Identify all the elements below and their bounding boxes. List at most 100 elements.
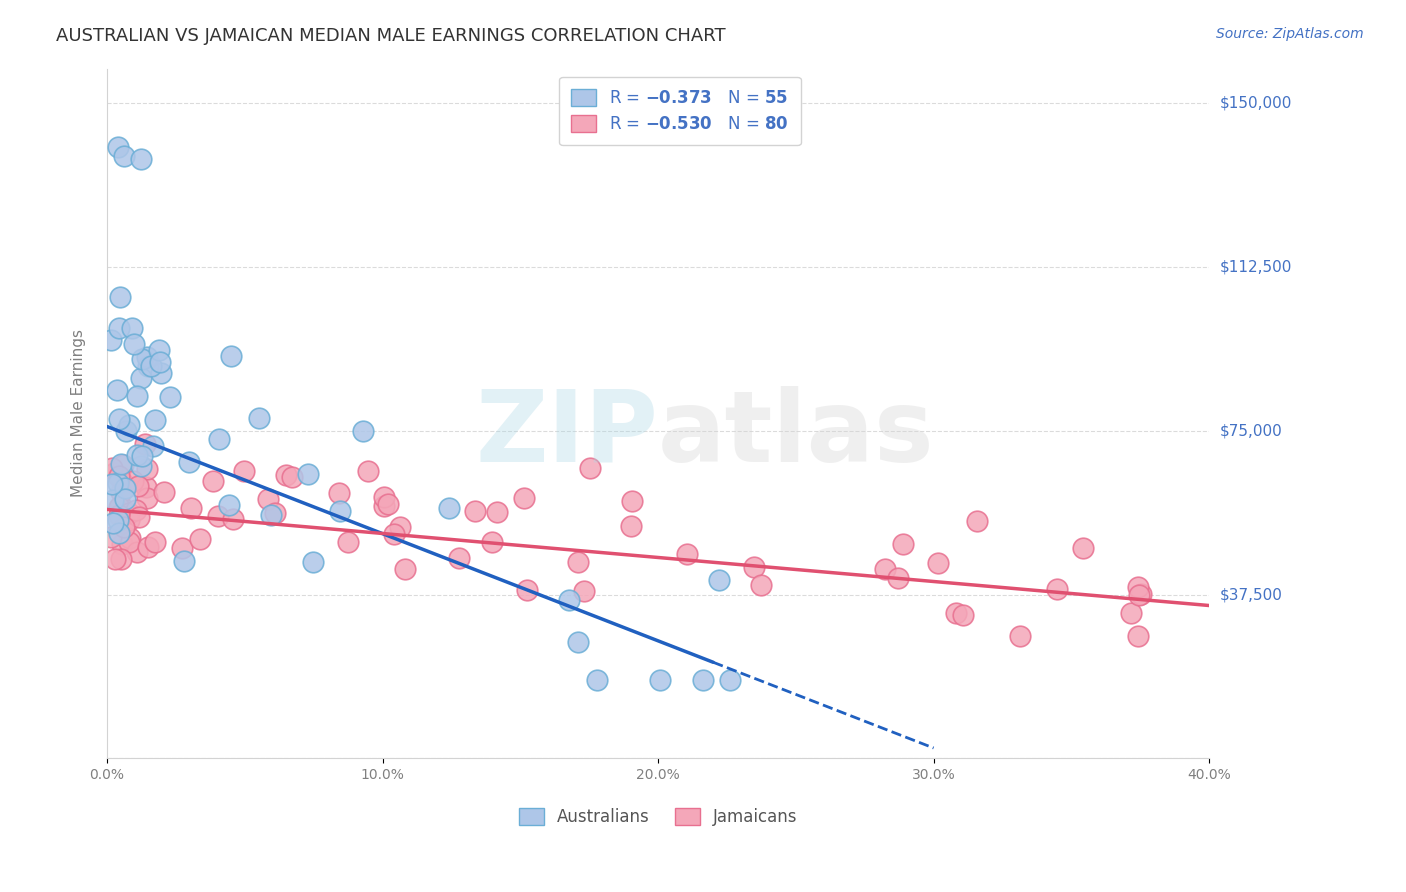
Point	[108, 471, 131, 485]
Point	[107, 412, 129, 426]
Point	[382, 527, 405, 541]
Point	[887, 571, 910, 585]
Point	[620, 493, 643, 508]
Point	[125, 503, 148, 517]
Point	[449, 551, 471, 566]
Point	[875, 562, 897, 576]
Point	[107, 476, 129, 491]
Point	[373, 500, 395, 514]
Point	[111, 537, 134, 551]
Point	[159, 391, 181, 405]
Point	[149, 367, 172, 381]
Point	[127, 448, 149, 462]
Point	[107, 140, 129, 154]
Point	[1071, 541, 1094, 555]
Point	[136, 491, 159, 505]
Point	[143, 413, 166, 427]
Y-axis label: Median Male Earnings: Median Male Earnings	[72, 329, 86, 498]
Text: $37,500: $37,500	[1220, 587, 1284, 602]
Point	[749, 578, 772, 592]
Point	[114, 491, 136, 506]
Point	[394, 562, 416, 576]
Point	[135, 480, 157, 494]
Point	[276, 467, 298, 482]
Point	[148, 343, 170, 358]
Point	[108, 508, 131, 522]
Point	[121, 320, 143, 334]
Point	[180, 500, 202, 515]
Point	[131, 351, 153, 366]
Point	[112, 477, 135, 491]
Point	[485, 505, 508, 519]
Point	[567, 555, 589, 569]
Point	[676, 547, 699, 561]
Point	[247, 411, 270, 425]
Point	[118, 506, 141, 520]
Point	[329, 504, 352, 518]
Point	[177, 455, 200, 469]
Point	[464, 504, 486, 518]
Point	[108, 469, 131, 483]
Point	[264, 507, 287, 521]
Point	[107, 513, 129, 527]
Point	[585, 673, 607, 687]
Point	[567, 635, 589, 649]
Point	[281, 470, 304, 484]
Point	[108, 321, 131, 335]
Point	[336, 535, 359, 549]
Point	[891, 537, 914, 551]
Point	[131, 449, 153, 463]
Point	[114, 425, 136, 439]
Point	[221, 511, 243, 525]
Point	[143, 534, 166, 549]
Point	[136, 359, 159, 374]
Point	[202, 475, 225, 489]
Point	[110, 484, 132, 499]
Point	[218, 498, 240, 512]
Point	[481, 535, 503, 549]
Point	[103, 467, 125, 481]
Point	[118, 534, 141, 549]
Point	[302, 556, 325, 570]
Legend: Australians, Jamaicans: Australians, Jamaicans	[512, 801, 804, 833]
Point	[188, 532, 211, 546]
Point	[1128, 588, 1150, 602]
Point	[118, 531, 141, 545]
Point	[579, 461, 602, 475]
Point	[437, 500, 460, 515]
Text: $150,000: $150,000	[1220, 96, 1292, 111]
Point	[927, 556, 949, 570]
Point	[110, 290, 132, 304]
Point	[110, 499, 132, 513]
Point	[127, 479, 149, 493]
Point	[742, 560, 765, 574]
Point	[1046, 582, 1069, 597]
Point	[152, 485, 174, 500]
Point	[1121, 606, 1143, 620]
Point	[142, 439, 165, 453]
Point	[139, 359, 162, 373]
Point	[208, 432, 231, 446]
Point	[558, 593, 581, 607]
Point	[128, 510, 150, 524]
Point	[100, 530, 122, 544]
Point	[516, 583, 538, 598]
Point	[129, 371, 152, 385]
Point	[574, 584, 596, 599]
Point	[718, 673, 741, 687]
Point	[100, 334, 122, 348]
Point	[111, 458, 134, 472]
Point	[134, 437, 156, 451]
Point	[122, 337, 145, 351]
Point	[112, 520, 135, 534]
Point	[110, 457, 132, 471]
Point	[173, 553, 195, 567]
Point	[104, 552, 127, 566]
Point	[125, 389, 148, 403]
Point	[1010, 629, 1032, 643]
Point	[373, 490, 395, 504]
Text: AUSTRALIAN VS JAMAICAN MEDIAN MALE EARNINGS CORRELATION CHART: AUSTRALIAN VS JAMAICAN MEDIAN MALE EARNI…	[56, 27, 725, 45]
Point	[1128, 629, 1150, 643]
Point	[114, 481, 136, 495]
Point	[149, 354, 172, 368]
